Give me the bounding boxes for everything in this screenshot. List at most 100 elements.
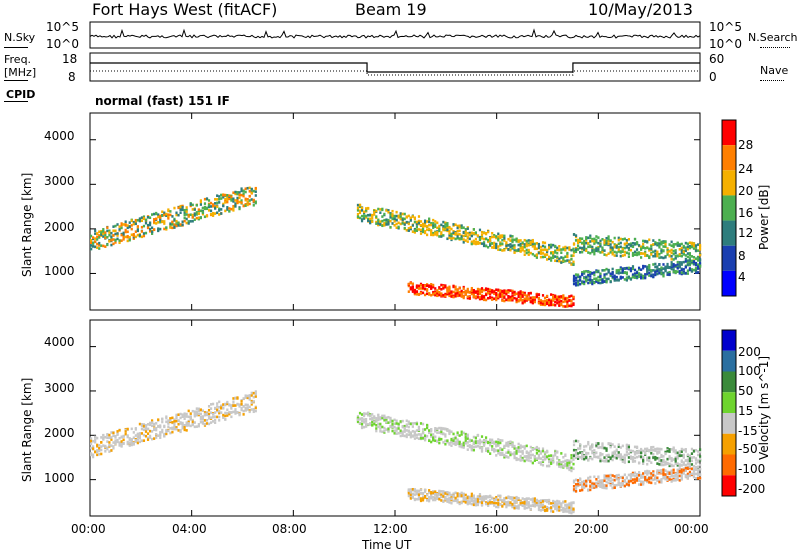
power-cb-8: 8 bbox=[738, 249, 746, 263]
power-cell bbox=[589, 236, 592, 240]
power-cell bbox=[574, 283, 578, 287]
power-cell bbox=[690, 268, 694, 271]
velocity-cell bbox=[254, 390, 257, 393]
power-cell bbox=[525, 294, 528, 298]
power-cell bbox=[421, 284, 425, 288]
velocity-cell bbox=[533, 502, 536, 506]
velocity-cell bbox=[644, 475, 647, 479]
power-cell bbox=[527, 297, 530, 300]
velocity-cell bbox=[529, 453, 532, 457]
velocity-cell bbox=[570, 466, 573, 470]
power-cell bbox=[480, 287, 484, 290]
velocity-cell bbox=[611, 451, 614, 455]
velocity-cell bbox=[583, 479, 586, 483]
power-cell bbox=[148, 229, 152, 233]
power-cell bbox=[434, 223, 437, 226]
power-cell bbox=[118, 228, 121, 231]
velocity-cell bbox=[576, 457, 580, 461]
velocity-cell bbox=[670, 478, 673, 482]
velocity-cell bbox=[434, 439, 437, 443]
power-cell bbox=[470, 289, 473, 293]
velocity-cell bbox=[533, 501, 536, 504]
power-cell bbox=[650, 251, 653, 255]
velocity-cell bbox=[100, 448, 103, 452]
power-cell bbox=[615, 251, 618, 254]
power-cell bbox=[623, 267, 626, 270]
velocity-cell bbox=[662, 471, 665, 474]
power-cell bbox=[550, 301, 553, 305]
velocity-cell bbox=[574, 485, 578, 489]
velocity-cell bbox=[615, 483, 618, 487]
power-cell bbox=[360, 219, 364, 223]
velocity-cell bbox=[688, 470, 692, 474]
velocity-cell bbox=[558, 500, 561, 503]
velocity-cell bbox=[554, 500, 557, 504]
velocity-cell bbox=[593, 475, 596, 479]
velocity-cell bbox=[682, 455, 685, 459]
velocity-cell bbox=[110, 431, 113, 434]
power-cell bbox=[654, 269, 657, 273]
power-cell bbox=[173, 206, 176, 210]
power-cell bbox=[531, 301, 534, 304]
velocity-cell bbox=[419, 491, 423, 495]
power-cell bbox=[511, 240, 514, 244]
velocity-cell bbox=[664, 463, 667, 466]
velocity-cell bbox=[633, 450, 637, 454]
power-cell bbox=[456, 233, 459, 236]
velocity-cell bbox=[165, 420, 168, 424]
velocity-cell bbox=[621, 460, 624, 463]
velocity-cell bbox=[484, 497, 488, 500]
nsearch-label: N.Search bbox=[748, 31, 798, 44]
power-cell bbox=[132, 220, 135, 224]
date-title: 10/May/2013 bbox=[588, 0, 693, 19]
velocity-cell bbox=[371, 423, 374, 427]
velocity-cell bbox=[541, 508, 545, 512]
velocity-cell bbox=[696, 477, 700, 480]
velocity-cell bbox=[613, 452, 616, 456]
power-cell bbox=[454, 223, 457, 227]
velocity-cell bbox=[537, 447, 541, 451]
velocity-cell bbox=[568, 466, 571, 470]
power-cell bbox=[539, 301, 543, 305]
velocity-cell bbox=[503, 446, 506, 449]
power-cell bbox=[554, 295, 557, 299]
velocity-cell bbox=[676, 474, 679, 477]
velocity-cell bbox=[566, 459, 569, 462]
velocity-cell bbox=[562, 460, 565, 464]
velocity-cell bbox=[652, 478, 655, 482]
velocity-cell bbox=[656, 456, 659, 460]
velocity-cell bbox=[529, 508, 532, 511]
velocity-cell bbox=[209, 416, 213, 419]
power-cell bbox=[358, 203, 362, 207]
velocity-cell bbox=[579, 489, 582, 492]
power-cell bbox=[644, 276, 647, 280]
velocity-cell bbox=[650, 476, 653, 480]
power-cell bbox=[430, 229, 433, 232]
power-cell bbox=[403, 212, 406, 216]
power-cell bbox=[519, 292, 522, 295]
power-cell bbox=[548, 301, 551, 305]
power-cell bbox=[654, 254, 657, 258]
velocity-cell bbox=[112, 431, 115, 435]
velocity-cell bbox=[507, 444, 510, 448]
power-cell bbox=[456, 235, 459, 238]
power-cell bbox=[454, 292, 457, 296]
velocity-cell bbox=[605, 477, 608, 480]
power-cell bbox=[617, 250, 620, 253]
power-cell bbox=[232, 209, 235, 212]
power-cell bbox=[599, 281, 602, 285]
velocity-cell bbox=[589, 447, 592, 451]
velocity-cell bbox=[652, 448, 655, 452]
velocity-cell bbox=[387, 421, 390, 424]
velocity-cell bbox=[100, 445, 103, 448]
power-cell bbox=[478, 241, 482, 245]
velocity-cell bbox=[356, 416, 360, 420]
power-cell bbox=[495, 293, 498, 297]
power-cell bbox=[668, 254, 671, 258]
velocity-cell bbox=[436, 494, 439, 497]
velocity-cell bbox=[397, 431, 400, 435]
power-cell bbox=[224, 193, 227, 197]
velocity-cell bbox=[623, 484, 626, 488]
power-cell bbox=[599, 272, 602, 276]
velocity-cell bbox=[605, 484, 608, 487]
